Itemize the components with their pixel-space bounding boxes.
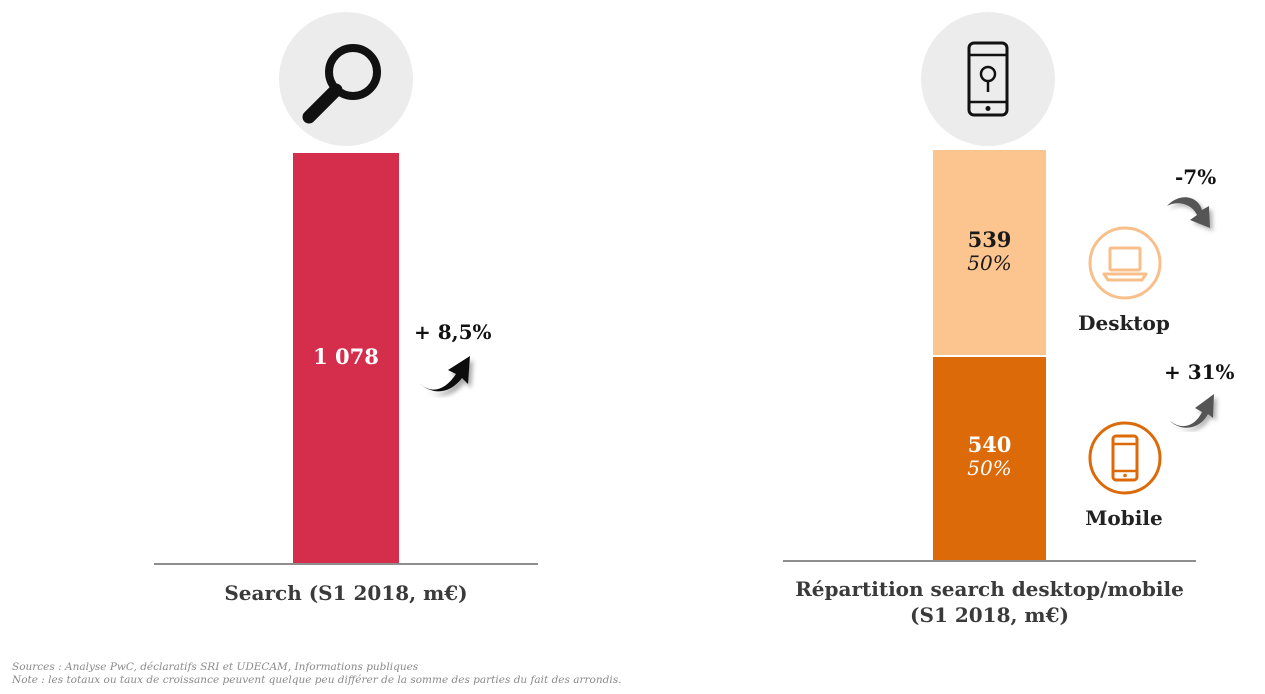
desktop-growth-label: -7% [1175, 165, 1217, 189]
note-footnote: Note : les totaux ou taux de croissance … [12, 674, 622, 686]
bar-segment-desktop [933, 149, 1046, 357]
repartition-caption-line2: (S1 2018, m€) [910, 603, 1069, 627]
search-caption: Search (S1 2018, m€) [224, 581, 468, 605]
search-icon-circle [279, 12, 413, 146]
mobile-icon-circle [921, 12, 1055, 146]
repartition-baseline [783, 560, 1196, 562]
search-baseline [154, 563, 538, 565]
desktop-legend-label: Desktop [1078, 311, 1170, 335]
bar-segment-mobile [933, 354, 1046, 560]
curved-up-arrow-small-icon [1169, 394, 1214, 428]
bar-search-value-label: 1 078 [313, 344, 379, 370]
laptop-icon [1088, 226, 1162, 300]
mobile-share-label: 50% [967, 456, 1012, 481]
repartition-caption-line1: Répartition search desktop/mobile [795, 577, 1184, 601]
mobile-legend-label: Mobile [1085, 506, 1163, 530]
repartition-caption: Répartition search desktop/mobile (S1 20… [783, 576, 1196, 628]
magnifier-icon [302, 44, 381, 124]
mobile-location-icon [967, 41, 1009, 117]
curved-down-arrow-icon [1167, 197, 1210, 228]
curved-up-arrow-icon [418, 356, 470, 392]
desktop-value-label: 539 [967, 227, 1012, 253]
bar-search [293, 153, 399, 563]
smartphone-icon [1088, 421, 1162, 495]
search-growth-label: + 8,5% [414, 320, 492, 344]
desktop-share-label: 50% [967, 251, 1012, 276]
sources-footnote: Sources : Analyse PwC, déclaratifs SRI e… [12, 661, 419, 673]
mobile-growth-label: + 31% [1164, 360, 1235, 384]
mobile-value-group: 540 50% [933, 432, 1046, 481]
mobile-value-label: 540 [967, 432, 1012, 458]
desktop-value-group: 539 50% [933, 227, 1046, 276]
